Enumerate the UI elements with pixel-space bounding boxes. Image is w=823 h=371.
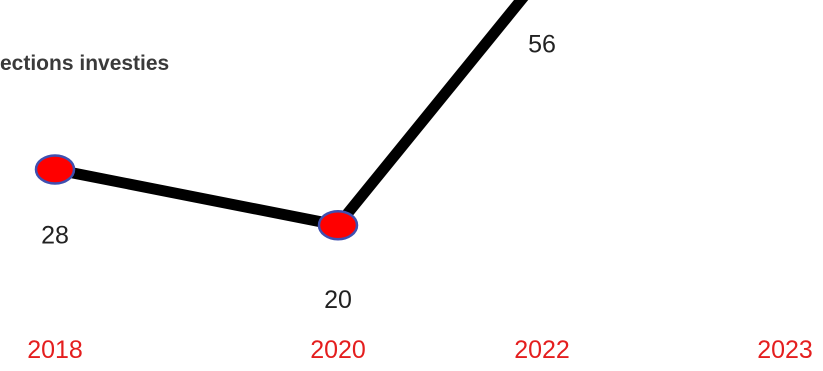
- data-label: 56: [528, 30, 556, 58]
- data-label-layer: 28205670: [41, 30, 556, 314]
- marker-layer: [34, 154, 359, 241]
- series-line-layer: [53, 0, 529, 231]
- data-point-marker: [317, 209, 359, 241]
- chart-title: ections investies: [0, 52, 170, 75]
- series-line-segment: [53, 164, 340, 231]
- x-tick-label: 2018: [27, 336, 83, 364]
- x-axis-ticks: 2018 2020 2022 2023: [27, 336, 813, 364]
- data-point-marker: [34, 154, 76, 185]
- x-tick-label: 2020: [310, 336, 366, 364]
- x-tick-label: 2022: [514, 336, 570, 364]
- data-label: 20: [324, 286, 352, 314]
- data-label: 28: [41, 221, 69, 249]
- series-line-segment: [333, 0, 529, 229]
- x-tick-label: 2023: [757, 336, 813, 364]
